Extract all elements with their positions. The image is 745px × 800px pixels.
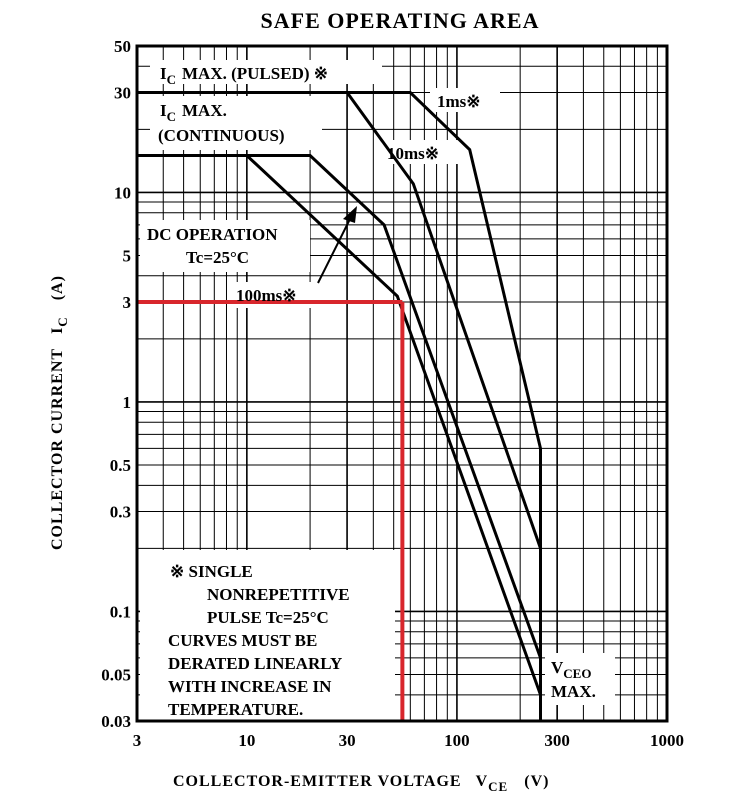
y-tick-label: 10 xyxy=(114,183,131,202)
x-tick-labels: 3 10 30 100 300 1000 xyxy=(133,731,684,750)
y-tick-label: 0.05 xyxy=(101,666,131,685)
x-tick-label: 300 xyxy=(544,731,570,750)
label-background xyxy=(140,550,395,720)
dc-operation-label: DC OPERATION xyxy=(147,225,278,244)
highlight-layer xyxy=(137,299,405,721)
label-10ms: 10ms※ xyxy=(387,144,439,163)
y-tick-label: 0.3 xyxy=(110,502,131,521)
y-tick-label: 0.1 xyxy=(110,602,131,621)
y-axis-label: COLLECTOR CURRENTIC(A) xyxy=(49,275,70,550)
x-axis-label: COLLECTOR-EMITTER VOLTAGE VCE (V) xyxy=(173,773,549,794)
vceo-max-label-2: MAX. xyxy=(551,682,596,701)
y-tick-labels: 0.03 0.05 0.1 0.3 0.5 1 3 5 10 30 50 xyxy=(101,37,131,731)
series-line xyxy=(137,154,542,721)
label-background xyxy=(150,60,382,84)
ic-max-continuous-label-2: (CONTINUOUS) xyxy=(158,126,285,145)
y-tick-label: 0.03 xyxy=(101,712,131,731)
y-tick-label: 0.5 xyxy=(110,456,131,475)
note-line: CURVES MUST BE xyxy=(168,631,317,650)
note-line: TEMPERATURE. xyxy=(168,700,303,719)
derating-note: ※ SINGLE NONREPETITIVE PULSE Tc=25°C CUR… xyxy=(168,562,350,719)
note-line: NONREPETITIVE xyxy=(207,585,350,604)
vceo-max-label: VCEO xyxy=(551,658,591,681)
dc-pointer-arrowhead xyxy=(343,206,357,223)
x-tick-label: 10 xyxy=(238,731,255,750)
y-tick-label: 3 xyxy=(123,293,132,312)
label-background xyxy=(150,96,322,150)
chart-title: SAFE OPERATING AREA xyxy=(261,8,540,33)
note-line: WITH INCREASE IN xyxy=(168,677,332,696)
label-background xyxy=(545,653,615,705)
plot-frame xyxy=(135,44,669,723)
note-line: ※ SINGLE xyxy=(170,562,253,581)
label-100ms: 100ms※ xyxy=(236,286,297,305)
x-tick-label: 100 xyxy=(444,731,470,750)
label-1ms: 1ms※ xyxy=(437,92,481,111)
y-tick-label: 5 xyxy=(123,247,132,266)
series-line xyxy=(137,154,542,721)
ic-max-pulsed-label: IC MAX. (PULSED) ※ xyxy=(160,64,328,87)
label-background xyxy=(430,88,500,112)
series-line xyxy=(137,91,542,721)
note-line: DERATED LINEARLY xyxy=(168,654,342,673)
y-tick-label: 50 xyxy=(114,37,131,56)
note-line: PULSE Tc=25°C xyxy=(207,608,329,627)
x-tick-label: 1000 xyxy=(650,731,684,750)
series-layer xyxy=(137,91,542,721)
label-backgrounds xyxy=(140,60,615,720)
y-tick-label: 30 xyxy=(114,83,131,102)
dc-operation-temp-label: Tc=25°C xyxy=(186,248,249,267)
dc-pointer-arrow xyxy=(317,214,353,284)
x-tick-label: 3 xyxy=(133,731,142,750)
label-background xyxy=(140,220,310,272)
y-tick-label: 1 xyxy=(123,393,132,412)
ic-max-continuous-label: IC MAX. xyxy=(160,101,227,124)
x-tick-label: 30 xyxy=(339,731,356,750)
